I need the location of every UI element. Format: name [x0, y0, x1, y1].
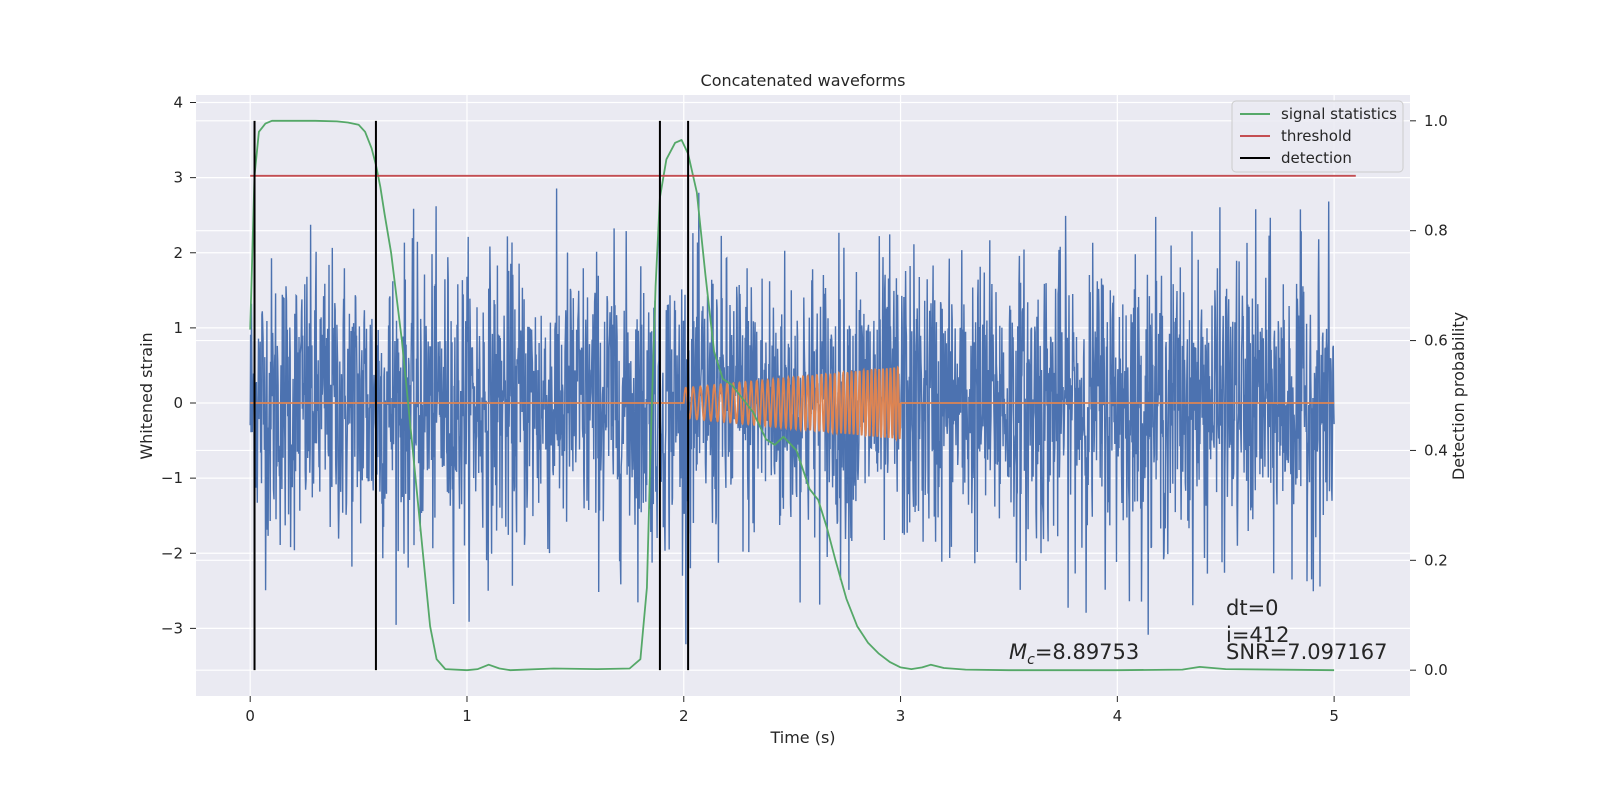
y-tick-label: −3 [161, 619, 183, 637]
legend-entry-threshold: threshold [1281, 127, 1352, 145]
y2-tick-label: 0.2 [1424, 551, 1448, 569]
y-tick-label: 0 [173, 394, 183, 412]
annotation-mc-value: =8.89753 [1035, 640, 1139, 664]
annotation-mc-symbol: M [1009, 640, 1027, 664]
y-axis-label: Whitened strain [137, 332, 156, 459]
x-tick-label: 2 [679, 707, 689, 725]
y2-tick-label: 0.4 [1424, 441, 1448, 459]
y2-tick-label: 0.8 [1424, 222, 1448, 240]
x-tick-label: 0 [245, 707, 255, 725]
legend: signal statistics threshold detection [1231, 100, 1404, 173]
x-tick-label: 4 [1113, 707, 1123, 725]
y2-tick-label: 1.0 [1424, 112, 1448, 130]
x-axis-label: Time (s) [769, 728, 835, 747]
series-signal-statistics [249, 119, 1335, 672]
y-tick-label: −1 [161, 469, 183, 487]
series-layer [249, 119, 1356, 672]
series-template-chirp [250, 365, 1335, 442]
annotation-snr: SNR=7.097167 [1226, 640, 1387, 664]
annotation-dt: dt=0 [1226, 596, 1279, 620]
legend-box [1231, 100, 1404, 173]
legend-entry-signal-statistics: signal statistics [1281, 105, 1397, 123]
y2-axis-label: Detection probability [1449, 312, 1468, 480]
annotation-index: i=412 [1226, 623, 1290, 647]
tick-labels: 0 1 2 3 4 5 −3 −2 −1 0 1 2 3 4 0.0 0.2 0.4 0.6 0.8 1.0 [161, 94, 1448, 725]
y-tick-label: 3 [173, 169, 183, 187]
y-tick-label: 4 [173, 94, 183, 112]
x-tick-label: 5 [1329, 707, 1339, 725]
y2-tick-label: 0.0 [1424, 661, 1448, 679]
y-tick-label: −2 [161, 544, 183, 562]
x-tick-label: 1 [462, 707, 472, 725]
y2-tick-label: 0.6 [1424, 332, 1448, 350]
y-tick-label: 2 [173, 244, 183, 262]
annotation-mc-subscript: c [1027, 652, 1035, 668]
y-tick-label: 1 [173, 319, 183, 337]
annotation-chirp-mass: Mc=8.89753 [1009, 640, 1139, 668]
x-tick-label: 3 [896, 707, 906, 725]
chart-title: Concatenated waveforms [701, 71, 906, 90]
legend-entry-detection: detection [1281, 149, 1352, 167]
